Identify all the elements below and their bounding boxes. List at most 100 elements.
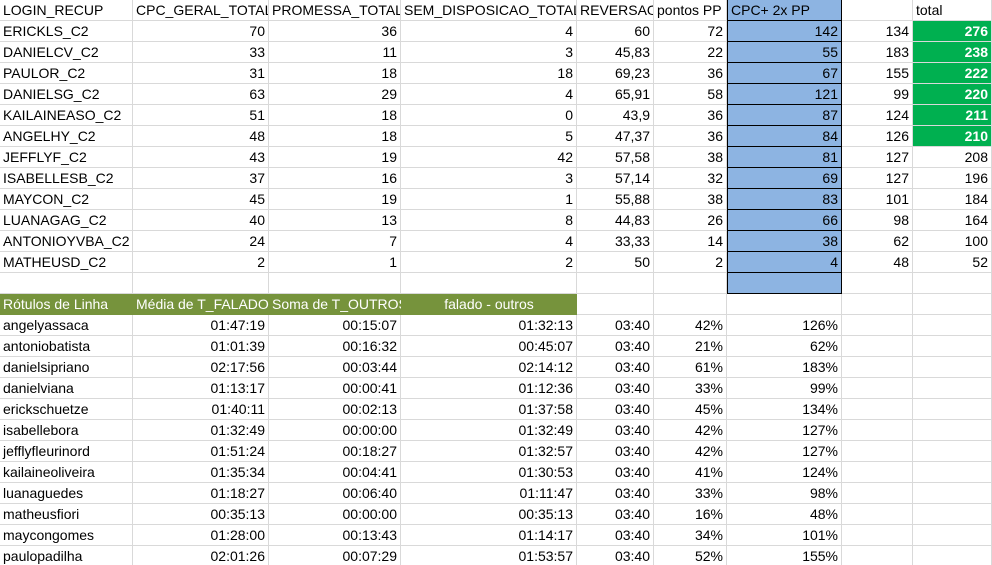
cell-extra[interactable]: 98 [842,210,913,231]
cell-cpc[interactable]: 63 [133,84,269,105]
cell-total[interactable]: 184 [913,189,992,210]
cell-total[interactable]: 100 [913,231,992,252]
empty-cell[interactable] [577,294,654,315]
cell-cpcpp[interactable]: 87 [727,105,842,126]
cell-login[interactable]: DANIELCV_C2 [0,42,133,63]
pivot-cell-falado[interactable]: 02:01:26 [133,546,269,565]
cell-login[interactable]: ISABELLESB_C2 [0,168,133,189]
cell-reversao[interactable]: 65,91 [577,84,654,105]
pivot-cell-pct2[interactable]: 134% [727,399,842,420]
cell-sem[interactable]: 0 [401,105,577,126]
cell-extra[interactable]: 101 [842,189,913,210]
pivot-cell-diff[interactable]: 00:35:13 [401,504,577,525]
header-cell-login[interactable]: LOGIN_RECUP [0,0,133,21]
pivot-cell-pct[interactable]: 45% [654,399,727,420]
cell-extra[interactable]: 99 [842,84,913,105]
cell-pontos[interactable]: 32 [654,168,727,189]
pivot-cell-ref[interactable]: 03:40 [577,483,654,504]
pivot-cell-falado[interactable]: 01:18:27 [133,483,269,504]
cell-promessa[interactable]: 18 [269,105,401,126]
cell-login[interactable]: ANTONIOYVBA_C2 [0,231,133,252]
empty-cell[interactable] [913,525,992,546]
empty-cell[interactable] [654,273,727,294]
cell-sem[interactable]: 3 [401,42,577,63]
cell-cpc[interactable]: 31 [133,63,269,84]
pivot-cell-outros[interactable]: 00:15:07 [269,315,401,336]
pivot-cell-ref[interactable]: 03:40 [577,546,654,565]
cell-cpcpp[interactable]: 83 [727,189,842,210]
pivot-cell-falado[interactable]: 00:35:13 [133,504,269,525]
cell-pontos[interactable]: 58 [654,84,727,105]
pivot-cell-falado[interactable]: 01:35:34 [133,462,269,483]
pivot-cell-pct[interactable]: 16% [654,504,727,525]
cell-promessa[interactable]: 19 [269,147,401,168]
pivot-cell-pct2[interactable]: 126% [727,315,842,336]
pivot-cell-diff[interactable]: 01:32:49 [401,420,577,441]
pivot-cell-name[interactable]: jefflyfleurinord [0,441,133,462]
cell-cpcpp[interactable]: 142 [727,21,842,42]
pivot-cell-pct2[interactable]: 127% [727,441,842,462]
cell-extra[interactable]: 127 [842,168,913,189]
cell-pontos[interactable]: 2 [654,252,727,273]
cell-reversao[interactable]: 43,9 [577,105,654,126]
cell-total[interactable]: 222 [913,63,992,84]
cell-total[interactable]: 220 [913,84,992,105]
pivot-header-1[interactable]: Média de T_FALADO [133,294,269,315]
header-cell-cpc[interactable]: CPC_GERAL_TOTAL [133,0,269,21]
pivot-cell-ref[interactable]: 03:40 [577,441,654,462]
cell-login[interactable]: ERICKLS_C2 [0,21,133,42]
empty-cell[interactable] [913,462,992,483]
cell-login[interactable]: MAYCON_C2 [0,189,133,210]
cell-pontos[interactable]: 72 [654,21,727,42]
empty-cell[interactable] [842,273,913,294]
pivot-header-3[interactable]: falado - outros [401,294,577,315]
cell-reversao[interactable]: 57,58 [577,147,654,168]
cell-cpc[interactable]: 43 [133,147,269,168]
pivot-cell-outros[interactable]: 00:04:41 [269,462,401,483]
cell-total[interactable]: 196 [913,168,992,189]
pivot-cell-ref[interactable]: 03:40 [577,462,654,483]
cell-promessa[interactable]: 7 [269,231,401,252]
cell-cpc[interactable]: 45 [133,189,269,210]
cell-sem[interactable]: 8 [401,210,577,231]
cell-reversao[interactable]: 60 [577,21,654,42]
pivot-cell-pct2[interactable]: 48% [727,504,842,525]
cell-total[interactable]: 208 [913,147,992,168]
cell-cpc[interactable]: 70 [133,21,269,42]
empty-cell[interactable] [0,273,133,294]
pivot-cell-name[interactable]: matheusfiori [0,504,133,525]
empty-cell[interactable] [913,504,992,525]
pivot-cell-diff[interactable]: 01:32:13 [401,315,577,336]
cell-cpc[interactable]: 40 [133,210,269,231]
pivot-cell-falado[interactable]: 01:32:49 [133,420,269,441]
cell-pontos[interactable]: 38 [654,189,727,210]
pivot-cell-ref[interactable]: 03:40 [577,357,654,378]
cell-cpcpp[interactable]: 69 [727,168,842,189]
cell-cpcpp[interactable]: 84 [727,126,842,147]
header-cell-promessa[interactable]: PROMESSA_TOTAL [269,0,401,21]
empty-cell[interactable] [913,273,992,294]
pivot-cell-falado[interactable]: 02:17:56 [133,357,269,378]
cell-total[interactable]: 238 [913,42,992,63]
cell-total[interactable]: 164 [913,210,992,231]
pivot-cell-diff[interactable]: 01:32:57 [401,441,577,462]
cell-extra[interactable]: 48 [842,252,913,273]
pivot-cell-outros[interactable]: 00:13:43 [269,525,401,546]
cell-cpcpp[interactable]: 67 [727,63,842,84]
cell-promessa[interactable]: 19 [269,189,401,210]
cell-extra[interactable]: 62 [842,231,913,252]
empty-cell[interactable] [842,525,913,546]
cell-login[interactable]: LUANAGAG_C2 [0,210,133,231]
pivot-cell-pct[interactable]: 42% [654,441,727,462]
pivot-cell-outros[interactable]: 00:06:40 [269,483,401,504]
empty-cell[interactable] [913,546,992,565]
empty-cell[interactable] [842,336,913,357]
pivot-cell-pct[interactable]: 33% [654,378,727,399]
cell-pontos[interactable]: 36 [654,63,727,84]
cell-cpc[interactable]: 2 [133,252,269,273]
pivot-cell-name[interactable]: danielviana [0,378,133,399]
cell-cpc[interactable]: 33 [133,42,269,63]
pivot-cell-falado[interactable]: 01:47:19 [133,315,269,336]
header-cell-total[interactable]: total [913,0,992,21]
